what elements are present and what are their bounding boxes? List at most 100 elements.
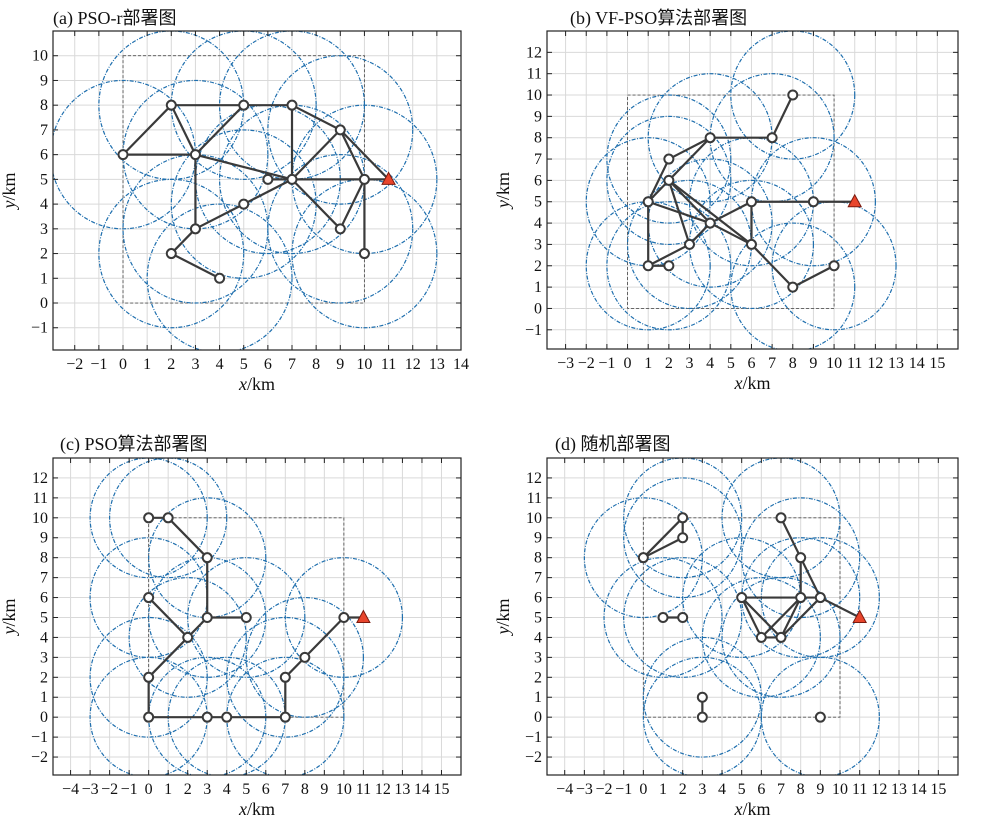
x-tick-label: 3: [686, 355, 694, 372]
link-12: [291, 129, 342, 181]
sensor-node-13: [299, 651, 311, 663]
panel-a: −2 −1 0 1 2 3 4 5 6 7 8 9 10 11 12 13 14−1012345678910(a…: [0, 8, 469, 394]
x-tick-label: 8: [789, 355, 797, 372]
sink-node: [381, 171, 396, 185]
sensor-node-1: [162, 512, 174, 524]
x-tick-label: 2: [665, 355, 673, 372]
x-tick-label: −3: [557, 355, 574, 372]
x-tick-label: 9: [336, 356, 344, 373]
sensor-node-10: [334, 223, 346, 235]
sensor-node-0: [143, 512, 155, 524]
y-axis-label: y/km: [493, 598, 513, 636]
link-12: [819, 596, 861, 619]
x-tick-label: 8: [301, 781, 309, 798]
x-tick-label: 10: [832, 781, 848, 798]
x-tick-label: 1: [644, 355, 652, 372]
sensor-node-2: [201, 552, 213, 564]
sensor-node-8: [358, 173, 370, 185]
x-tick-label: 7: [768, 355, 776, 372]
x-tick-label: 8: [797, 781, 805, 798]
y-tick-label: 4: [534, 215, 542, 232]
y-tick-label: 2: [534, 669, 542, 686]
link-4: [147, 596, 189, 639]
coverage-circle-14: [760, 656, 880, 775]
x-tick-label: 2: [679, 781, 687, 798]
sensor-node-10: [221, 711, 233, 723]
x-tick-label: −3: [576, 781, 593, 798]
link-7: [740, 597, 763, 638]
sensor-node-6: [286, 173, 298, 185]
y-tick-label: 1: [40, 689, 48, 706]
grid: [547, 457, 959, 775]
coverage-circle-12: [606, 201, 732, 331]
sensor-node-7: [814, 592, 826, 604]
panel-title: (d) 随机部署图: [555, 434, 671, 455]
y-tick-label: 12: [32, 470, 48, 487]
sensor-node-6: [795, 592, 807, 604]
coverage-circle-2: [583, 497, 703, 619]
x-tick-label: −2: [578, 355, 595, 372]
link-11: [709, 222, 752, 246]
x-tick-label: 2: [167, 356, 175, 373]
x-tick-label: −1: [90, 356, 107, 373]
link-4: [668, 136, 711, 161]
x-tick-label: −3: [82, 781, 99, 798]
y-tick-label: 4: [40, 629, 48, 646]
sensor-node-5: [736, 592, 748, 604]
sensor-node-4: [201, 611, 213, 623]
sensor-node-11: [279, 711, 291, 723]
grid: [53, 457, 462, 775]
sensor-node-7: [334, 124, 346, 136]
x-tick-label: 14: [911, 781, 927, 798]
coverage-circle-8: [701, 577, 821, 698]
sensor-node-9: [775, 631, 787, 643]
x-tick-label: 15: [929, 355, 945, 372]
x-tick-label: 7: [281, 781, 289, 798]
link-6: [147, 636, 189, 679]
y-tick-label: 6: [40, 590, 48, 607]
y-tick-label: −2: [525, 749, 542, 766]
y-tick-label: 4: [40, 196, 48, 213]
y-tick-label: 11: [33, 490, 48, 507]
x-tick-label: 10: [826, 355, 842, 372]
link-2: [668, 136, 711, 182]
sensor-node-2: [637, 552, 649, 564]
x-axis-label: x/km: [733, 799, 770, 819]
y-tick-label: −2: [31, 749, 48, 766]
x-tick-label: 8: [312, 356, 320, 373]
x-tick-label: 1: [659, 781, 667, 798]
x-tick-label: 9: [809, 355, 817, 372]
y-tick-label: 0: [40, 295, 48, 312]
sensor-node-5: [642, 196, 654, 208]
link-5: [194, 104, 245, 156]
x-tick-label: 5: [240, 356, 248, 373]
coverage-circle-0: [623, 458, 743, 579]
panel-title: (b) VF-PSO算法部署图: [570, 8, 747, 29]
sensor-node-12: [279, 671, 291, 683]
panel-title: (a) PSO-r部署图: [53, 8, 177, 29]
y-tick-label: 0: [534, 300, 542, 317]
link-11: [760, 596, 802, 639]
sink-node: [356, 609, 371, 623]
y-tick-label: 3: [534, 649, 542, 666]
sensor-node-12: [696, 691, 708, 703]
sensor-node-4: [795, 552, 807, 564]
sensor-node-3: [775, 512, 787, 524]
sensor-node-0: [117, 149, 129, 161]
coverage-circle-1: [623, 477, 743, 599]
y-tick-label: 6: [40, 147, 48, 164]
sensor-node-5: [240, 611, 252, 623]
x-tick-label: −1: [615, 781, 632, 798]
y-tick-label: 5: [40, 609, 48, 626]
sensor-node-0: [787, 89, 799, 101]
link-7: [195, 153, 293, 181]
link-17: [792, 264, 835, 289]
y-tick-label: −1: [31, 320, 48, 337]
link-1: [167, 517, 209, 559]
x-tick-label: −4: [556, 781, 573, 798]
y-tick-label: 2: [40, 246, 48, 263]
x-tick-label: 3: [203, 781, 211, 798]
x-tick-label: 4: [706, 355, 714, 372]
link-12: [709, 200, 752, 225]
sensor-node-2: [704, 132, 716, 144]
